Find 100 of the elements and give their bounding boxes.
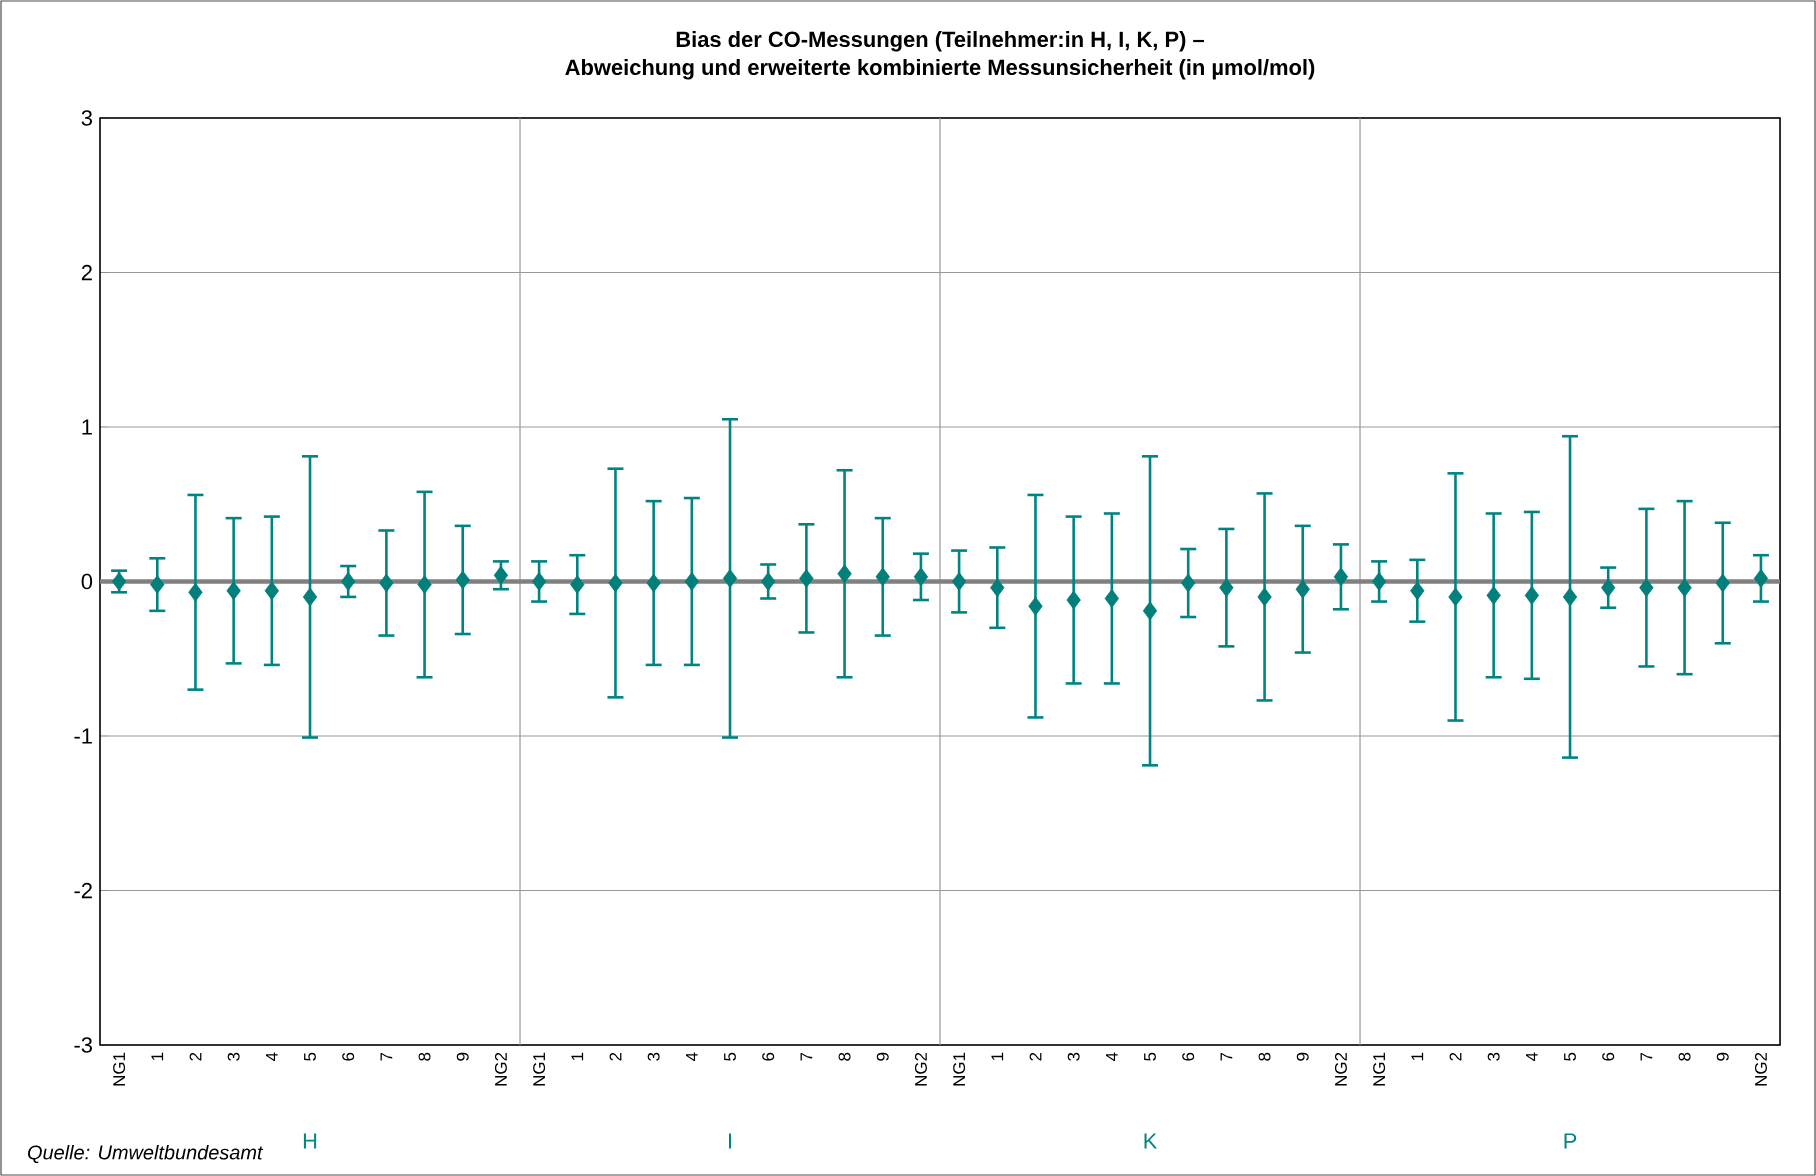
- x-tick-label: 7: [800, 1052, 813, 1061]
- x-tick-label: 2: [609, 1052, 622, 1061]
- x-tick-label: NG1: [1373, 1052, 1386, 1086]
- point: [875, 567, 890, 587]
- point: [1181, 573, 1196, 593]
- x-tick-label: 8: [1678, 1052, 1691, 1061]
- x-tick-label: 3: [1487, 1052, 1500, 1061]
- point: [837, 564, 852, 584]
- x-tick-label: NG2: [1754, 1052, 1767, 1086]
- text: I: [729, 1133, 732, 1149]
- point: [608, 573, 623, 593]
- point: [761, 572, 776, 591]
- point: [379, 573, 394, 593]
- x-tick-label: 2: [1029, 1052, 1042, 1061]
- point: [1486, 585, 1501, 605]
- x-tick-label: 1: [151, 1052, 164, 1061]
- point: [646, 573, 661, 593]
- point: [951, 572, 967, 591]
- x-tick-label: 8: [418, 1052, 431, 1061]
- x-tick-label: 4: [1106, 1052, 1118, 1062]
- point: [722, 568, 738, 588]
- point: [188, 582, 203, 602]
- x-tick-label: 4: [686, 1052, 698, 1062]
- x-tick-label: 1: [1411, 1052, 1424, 1061]
- point: [990, 578, 1005, 598]
- x-tick-label: 3: [227, 1052, 240, 1061]
- x-tick-label: NG1: [533, 1052, 546, 1086]
- y-tick-label: -3: [74, 1037, 92, 1053]
- y-tick-label: 1: [82, 419, 92, 435]
- x-tick-label: 5: [1564, 1052, 1576, 1061]
- point: [1295, 579, 1310, 599]
- x-tick-label: 3: [1067, 1052, 1080, 1061]
- y-tick-label: 3: [81, 110, 92, 126]
- point: [1753, 568, 1769, 588]
- point: [684, 572, 699, 591]
- x-tick-label: 9: [456, 1052, 469, 1061]
- point: [302, 587, 318, 607]
- point: [341, 572, 356, 591]
- x-tick-label: 2: [189, 1052, 202, 1061]
- x-tick-label: 9: [876, 1052, 889, 1061]
- point: [493, 565, 509, 585]
- x-tick-label: 7: [1220, 1052, 1233, 1061]
- point: [1562, 587, 1578, 607]
- x-tick-label: 5: [724, 1052, 736, 1061]
- chart-subtitle: Abweichung und erweiterte kombinierte Messunsicherheit (in µmol/mol): [565, 59, 1315, 80]
- point: [799, 568, 814, 588]
- x-tick-label: 7: [1640, 1052, 1653, 1061]
- point: [531, 572, 547, 591]
- x-tick-label: 4: [1526, 1052, 1538, 1062]
- y-tick-label: -1: [74, 728, 92, 744]
- point: [913, 567, 929, 587]
- x-tick-label: NG2: [914, 1052, 927, 1086]
- point: [1371, 572, 1387, 591]
- point: [1066, 590, 1081, 610]
- y-tick-label: -2: [74, 882, 92, 899]
- point: [1028, 596, 1043, 616]
- x-tick-label: NG2: [494, 1052, 507, 1086]
- x-tick-label: 2: [1449, 1052, 1462, 1061]
- x-tick-label: 8: [1258, 1052, 1271, 1061]
- text: K: [1144, 1133, 1158, 1149]
- point: [1524, 585, 1539, 605]
- x-tick-label: 5: [304, 1052, 316, 1061]
- point: [1333, 567, 1349, 587]
- point: [150, 575, 165, 594]
- point: [417, 575, 432, 594]
- x-tick-label: NG1: [953, 1052, 966, 1086]
- x-tick-label: 6: [1182, 1052, 1195, 1061]
- x-tick-label: 8: [838, 1052, 851, 1061]
- point: [1677, 578, 1692, 598]
- x-tick-label: NG2: [1334, 1052, 1347, 1086]
- point: [1142, 601, 1158, 621]
- y-tick-label: 2: [81, 264, 92, 281]
- point: [570, 575, 585, 594]
- x-tick-label: 3: [647, 1052, 660, 1061]
- x-tick-label: 1: [571, 1052, 584, 1061]
- point: [1639, 578, 1654, 598]
- x-tick-label: 9: [1296, 1052, 1309, 1061]
- x-tick-label: 1: [991, 1052, 1004, 1061]
- text: P: [1564, 1133, 1577, 1149]
- y-tick-label: 0: [81, 573, 93, 590]
- point: [1104, 589, 1119, 608]
- chart-title: Bias der CO-Messungen (Teilnehmer:in H, I, K, P) –: [676, 31, 1204, 52]
- point: [1257, 587, 1272, 607]
- point: [226, 581, 241, 601]
- x-tick-label: 7: [380, 1052, 393, 1061]
- x-tick-label: 6: [762, 1052, 775, 1061]
- x-tick-label: 9: [1716, 1052, 1729, 1061]
- x-tick-label: 4: [266, 1052, 278, 1062]
- x-tick-label: NG1: [113, 1052, 126, 1086]
- point: [455, 570, 470, 590]
- point: [1448, 587, 1463, 607]
- point: [264, 581, 279, 601]
- point: [1601, 578, 1616, 598]
- x-tick-label: 6: [1602, 1052, 1615, 1061]
- point: [1410, 581, 1425, 601]
- point: [1219, 578, 1234, 598]
- x-tick-label: 5: [1144, 1052, 1156, 1061]
- point: [1715, 573, 1730, 593]
- text: H: [303, 1133, 317, 1149]
- text: Quelle: Umweltbundesamt: [28, 1144, 264, 1164]
